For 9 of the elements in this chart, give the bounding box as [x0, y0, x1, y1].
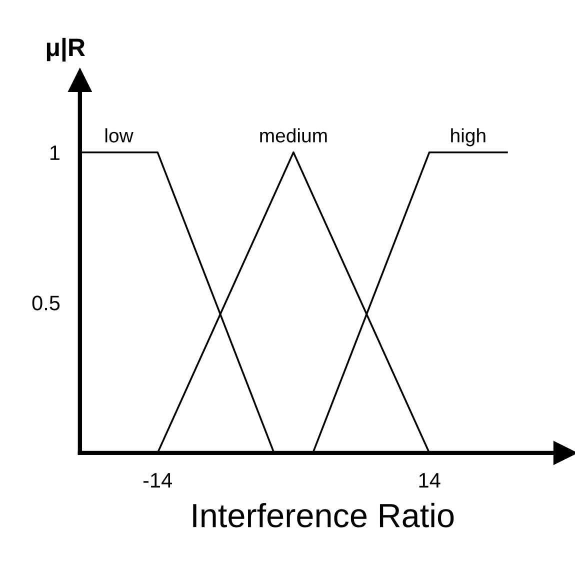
series-label: high — [451, 128, 486, 146]
y-tick-label: 0.5 — [32, 296, 60, 310]
series-label: medium — [260, 128, 327, 142]
y-axis-title: μ|R — [46, 38, 86, 62]
series-label: low — [105, 128, 134, 142]
x-tick-label: -14 — [143, 473, 172, 488]
x-tick-label: 14 — [419, 473, 440, 488]
x-axis-title: Interference Ratio — [193, 502, 454, 528]
y-tick-label: 1 — [50, 146, 60, 160]
